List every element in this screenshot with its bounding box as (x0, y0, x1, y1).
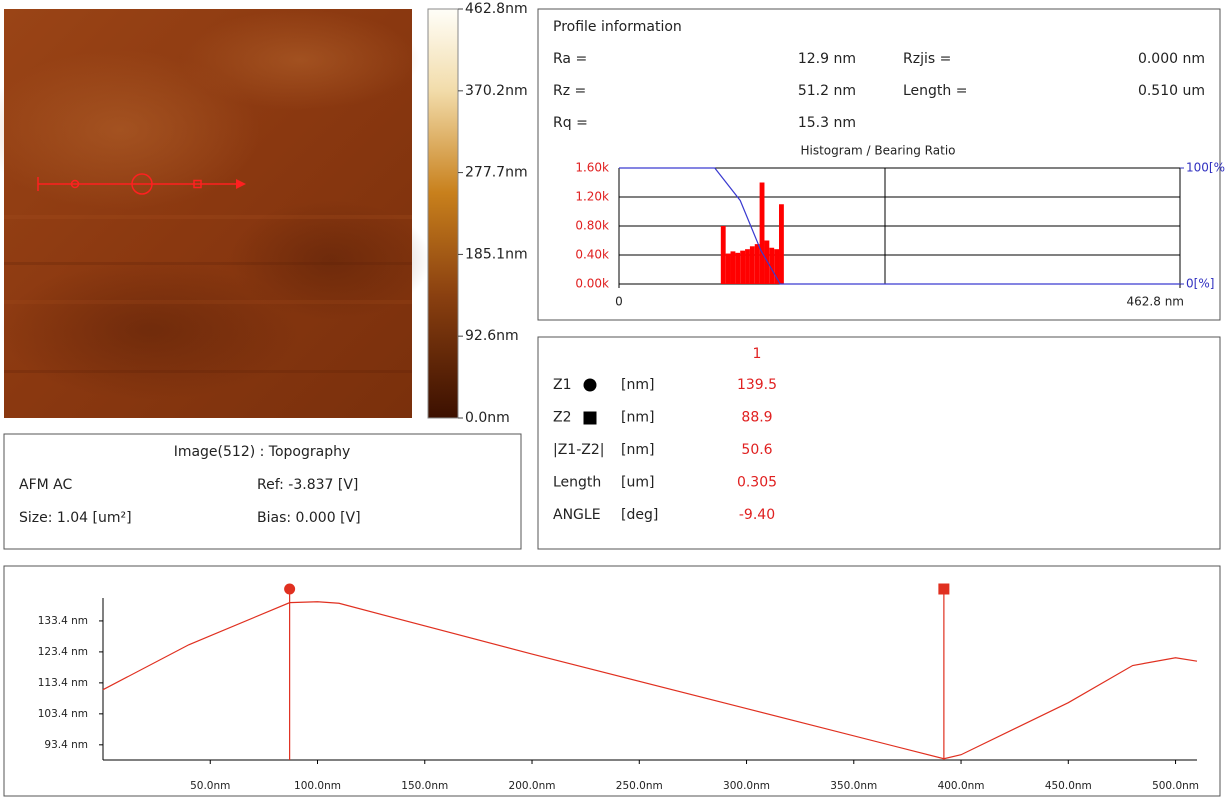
measure-name: Z1 (553, 377, 572, 393)
measure-value: 139.5 (737, 377, 777, 393)
measure-name: ANGLE (553, 507, 601, 523)
measure-value: 0.305 (737, 475, 777, 491)
measure-name: |Z1-Z2| (553, 442, 604, 458)
info-value: 0.510 um (1138, 83, 1205, 99)
y-tick-label: 103.4 nm (38, 708, 88, 720)
colorbar-ticks: 462.8nm 370.2nm 277.7nm 185.1nm 92.6nm 0.0nm (458, 1, 528, 426)
colorbar-label: 277.7nm (465, 165, 528, 181)
screen: 462.8nm370.2nm277.7nm185.1nm92.6nm0.0nm … (0, 0, 1225, 797)
colorbar (428, 9, 458, 418)
measure-name: Length (553, 475, 601, 491)
histogram-bar (755, 244, 760, 284)
measure-header: 1 (753, 346, 762, 362)
x-tick-label: 250.0nm (616, 780, 663, 792)
y-tick-label: 123.4 nm (38, 646, 88, 658)
x-tick-label: 500.0nm (1152, 780, 1199, 792)
cursor-marker (284, 584, 295, 595)
measure-value: 50.6 (741, 442, 772, 458)
y-tick-label: 133.4 nm (38, 615, 88, 627)
colorbar-label: 185.1nm (465, 246, 528, 262)
histogram-bar (779, 204, 784, 284)
info-label: Ra = (553, 51, 587, 67)
histogram-bar (740, 251, 745, 284)
y2-tick-label: 100[%] (1186, 161, 1225, 175)
measure-unit: [um] (621, 475, 654, 491)
x-tick-label: 400.0nm (938, 780, 985, 792)
measure-unit: [nm] (621, 377, 654, 393)
histogram-bar (735, 253, 740, 284)
measure-name: Z2 (553, 410, 572, 426)
z1-icon (584, 379, 597, 392)
x-tick-label: 0 (615, 295, 623, 309)
profile-panel (4, 566, 1220, 796)
x-tick-label: 462.8 nm (1127, 295, 1184, 309)
y-tick-label: 1.20k (575, 190, 609, 204)
info-label: Rq = (553, 115, 588, 131)
histogram-bar (726, 254, 731, 284)
y-tick-label: 0.40k (575, 248, 609, 262)
info-label: Length = (903, 83, 967, 99)
info-value: 51.2 nm (798, 83, 856, 99)
histogram-bar (721, 226, 726, 284)
colorbar-label: 0.0nm (465, 410, 510, 426)
x-tick-label: 450.0nm (1045, 780, 1092, 792)
page: {"image": {"colorbar": {"lim": [0, 462.8… (0, 0, 1225, 797)
info-value: 0.000 nm (1138, 51, 1205, 67)
measure-value: -9.40 (739, 507, 775, 523)
colorbar-label: 370.2nm (465, 83, 528, 99)
histogram-bar (760, 183, 765, 285)
x-tick-label: 300.0nm (723, 780, 770, 792)
info-label: Rz = (553, 83, 586, 99)
histogram-bar (731, 251, 736, 284)
mode: AFM AC (19, 477, 72, 493)
histogram-bar (745, 249, 750, 284)
histogram-bar (750, 246, 755, 284)
x-tick-label: 200.0nm (509, 780, 556, 792)
y-tick-label: 0.00k (575, 277, 609, 291)
y-tick-label: 93.4 nm (44, 739, 88, 751)
afm-image (0, 9, 430, 418)
y-tick-label: 1.60k (575, 161, 609, 175)
x-tick-label: 50.0nm (190, 780, 230, 792)
bias: Bias: 0.000 [V] (257, 510, 361, 526)
cursor-marker (938, 584, 949, 595)
x-tick-label: 100.0nm (294, 780, 341, 792)
info-label: Rzjis = (903, 51, 951, 67)
measure-unit: [deg] (621, 507, 658, 523)
colorbar-label: 462.8nm (465, 1, 528, 17)
y-tick-label: 113.4 nm (38, 677, 88, 689)
measure-unit: [nm] (621, 442, 654, 458)
ref: Ref: -3.837 [V] (257, 477, 358, 493)
y2-tick-label: 0[%] (1186, 277, 1214, 291)
colorbar-label: 92.6nm (465, 328, 519, 344)
size: Size: 1.04 [um²] (19, 510, 132, 526)
profile-info-panel (538, 9, 1220, 320)
histogram-title: Histogram / Bearing Ratio (800, 144, 955, 158)
histogram-bar (764, 241, 769, 285)
measure-unit: [nm] (621, 410, 654, 426)
x-tick-label: 350.0nm (830, 780, 877, 792)
y-tick-label: 0.80k (575, 219, 609, 233)
measure-value: 88.9 (741, 410, 772, 426)
image-title: Image(512) : Topography (174, 444, 351, 460)
info-value: 15.3 nm (798, 115, 856, 131)
profile-info-title: Profile information (553, 19, 682, 35)
info-value: 12.9 nm (798, 51, 856, 67)
z2-icon (584, 412, 597, 425)
x-tick-label: 150.0nm (401, 780, 448, 792)
